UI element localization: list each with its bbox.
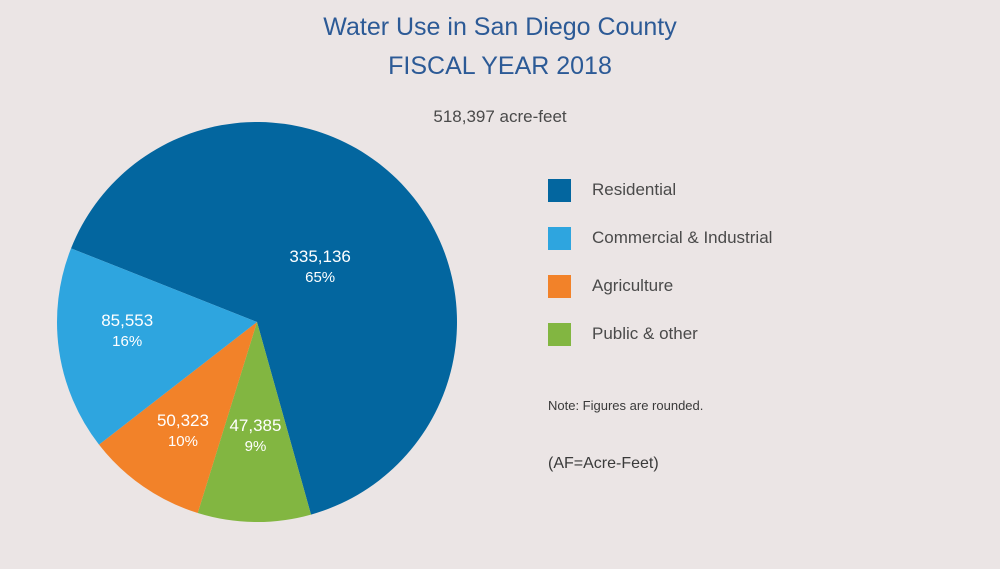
legend-label-commercial-industrial: Commercial & Industrial bbox=[592, 228, 773, 247]
slice-label-agriculture: 50,323 10% bbox=[157, 411, 209, 450]
rounding-note: Note: Figures are rounded. bbox=[548, 398, 704, 413]
legend-label-agriculture: Agriculture bbox=[592, 276, 674, 295]
slice-label-commercial-industrial: 85,553 16% bbox=[101, 311, 153, 350]
legend-label-residential: Residential bbox=[592, 180, 677, 199]
slice-value-agriculture: 50,323 bbox=[157, 411, 209, 430]
slice-percent-commercial-industrial: 16% bbox=[112, 333, 142, 350]
legend-label-public-other: Public & other bbox=[592, 324, 698, 343]
slice-value-public-other: 47,385 bbox=[229, 416, 281, 435]
legend-swatch-residential bbox=[548, 178, 571, 202]
slice-percent-public-other: 9% bbox=[245, 438, 267, 455]
slice-value-commercial-industrial: 85,553 bbox=[101, 311, 153, 330]
slice-label-residential: 335,136 65% bbox=[289, 247, 350, 286]
pie-slice-residential bbox=[71, 121, 458, 515]
chart-title: Water Use in San Diego County bbox=[323, 13, 677, 41]
legend-item-residential: Residential bbox=[548, 178, 772, 202]
legend-item-public-other: Public & other bbox=[548, 322, 772, 346]
slice-value-residential: 335,136 bbox=[289, 247, 350, 266]
pie-slice-agriculture bbox=[98, 322, 257, 514]
legend-swatch-public-other bbox=[548, 322, 571, 346]
slice-label-public-other: 47,385 9% bbox=[229, 416, 281, 455]
abbreviation-note: (AF=Acre-Feet) bbox=[548, 455, 659, 472]
pie-slice-public-other bbox=[197, 322, 312, 522]
chart-subtitle: FISCAL YEAR 2018 bbox=[388, 52, 612, 80]
legend-swatch-commercial-industrial bbox=[548, 226, 571, 250]
legend-item-commercial-industrial: Commercial & Industrial bbox=[548, 226, 772, 250]
slice-percent-agriculture: 10% bbox=[168, 433, 198, 450]
slice-percent-residential: 65% bbox=[305, 269, 335, 286]
legend-item-agriculture: Agriculture bbox=[548, 274, 772, 298]
pie-slice-commercial-industrial bbox=[56, 248, 258, 445]
total-label: 518,397 acre-feet bbox=[433, 107, 567, 126]
legend: Residential Commercial & Industrial Agri… bbox=[548, 178, 772, 370]
legend-swatch-agriculture bbox=[548, 274, 571, 298]
